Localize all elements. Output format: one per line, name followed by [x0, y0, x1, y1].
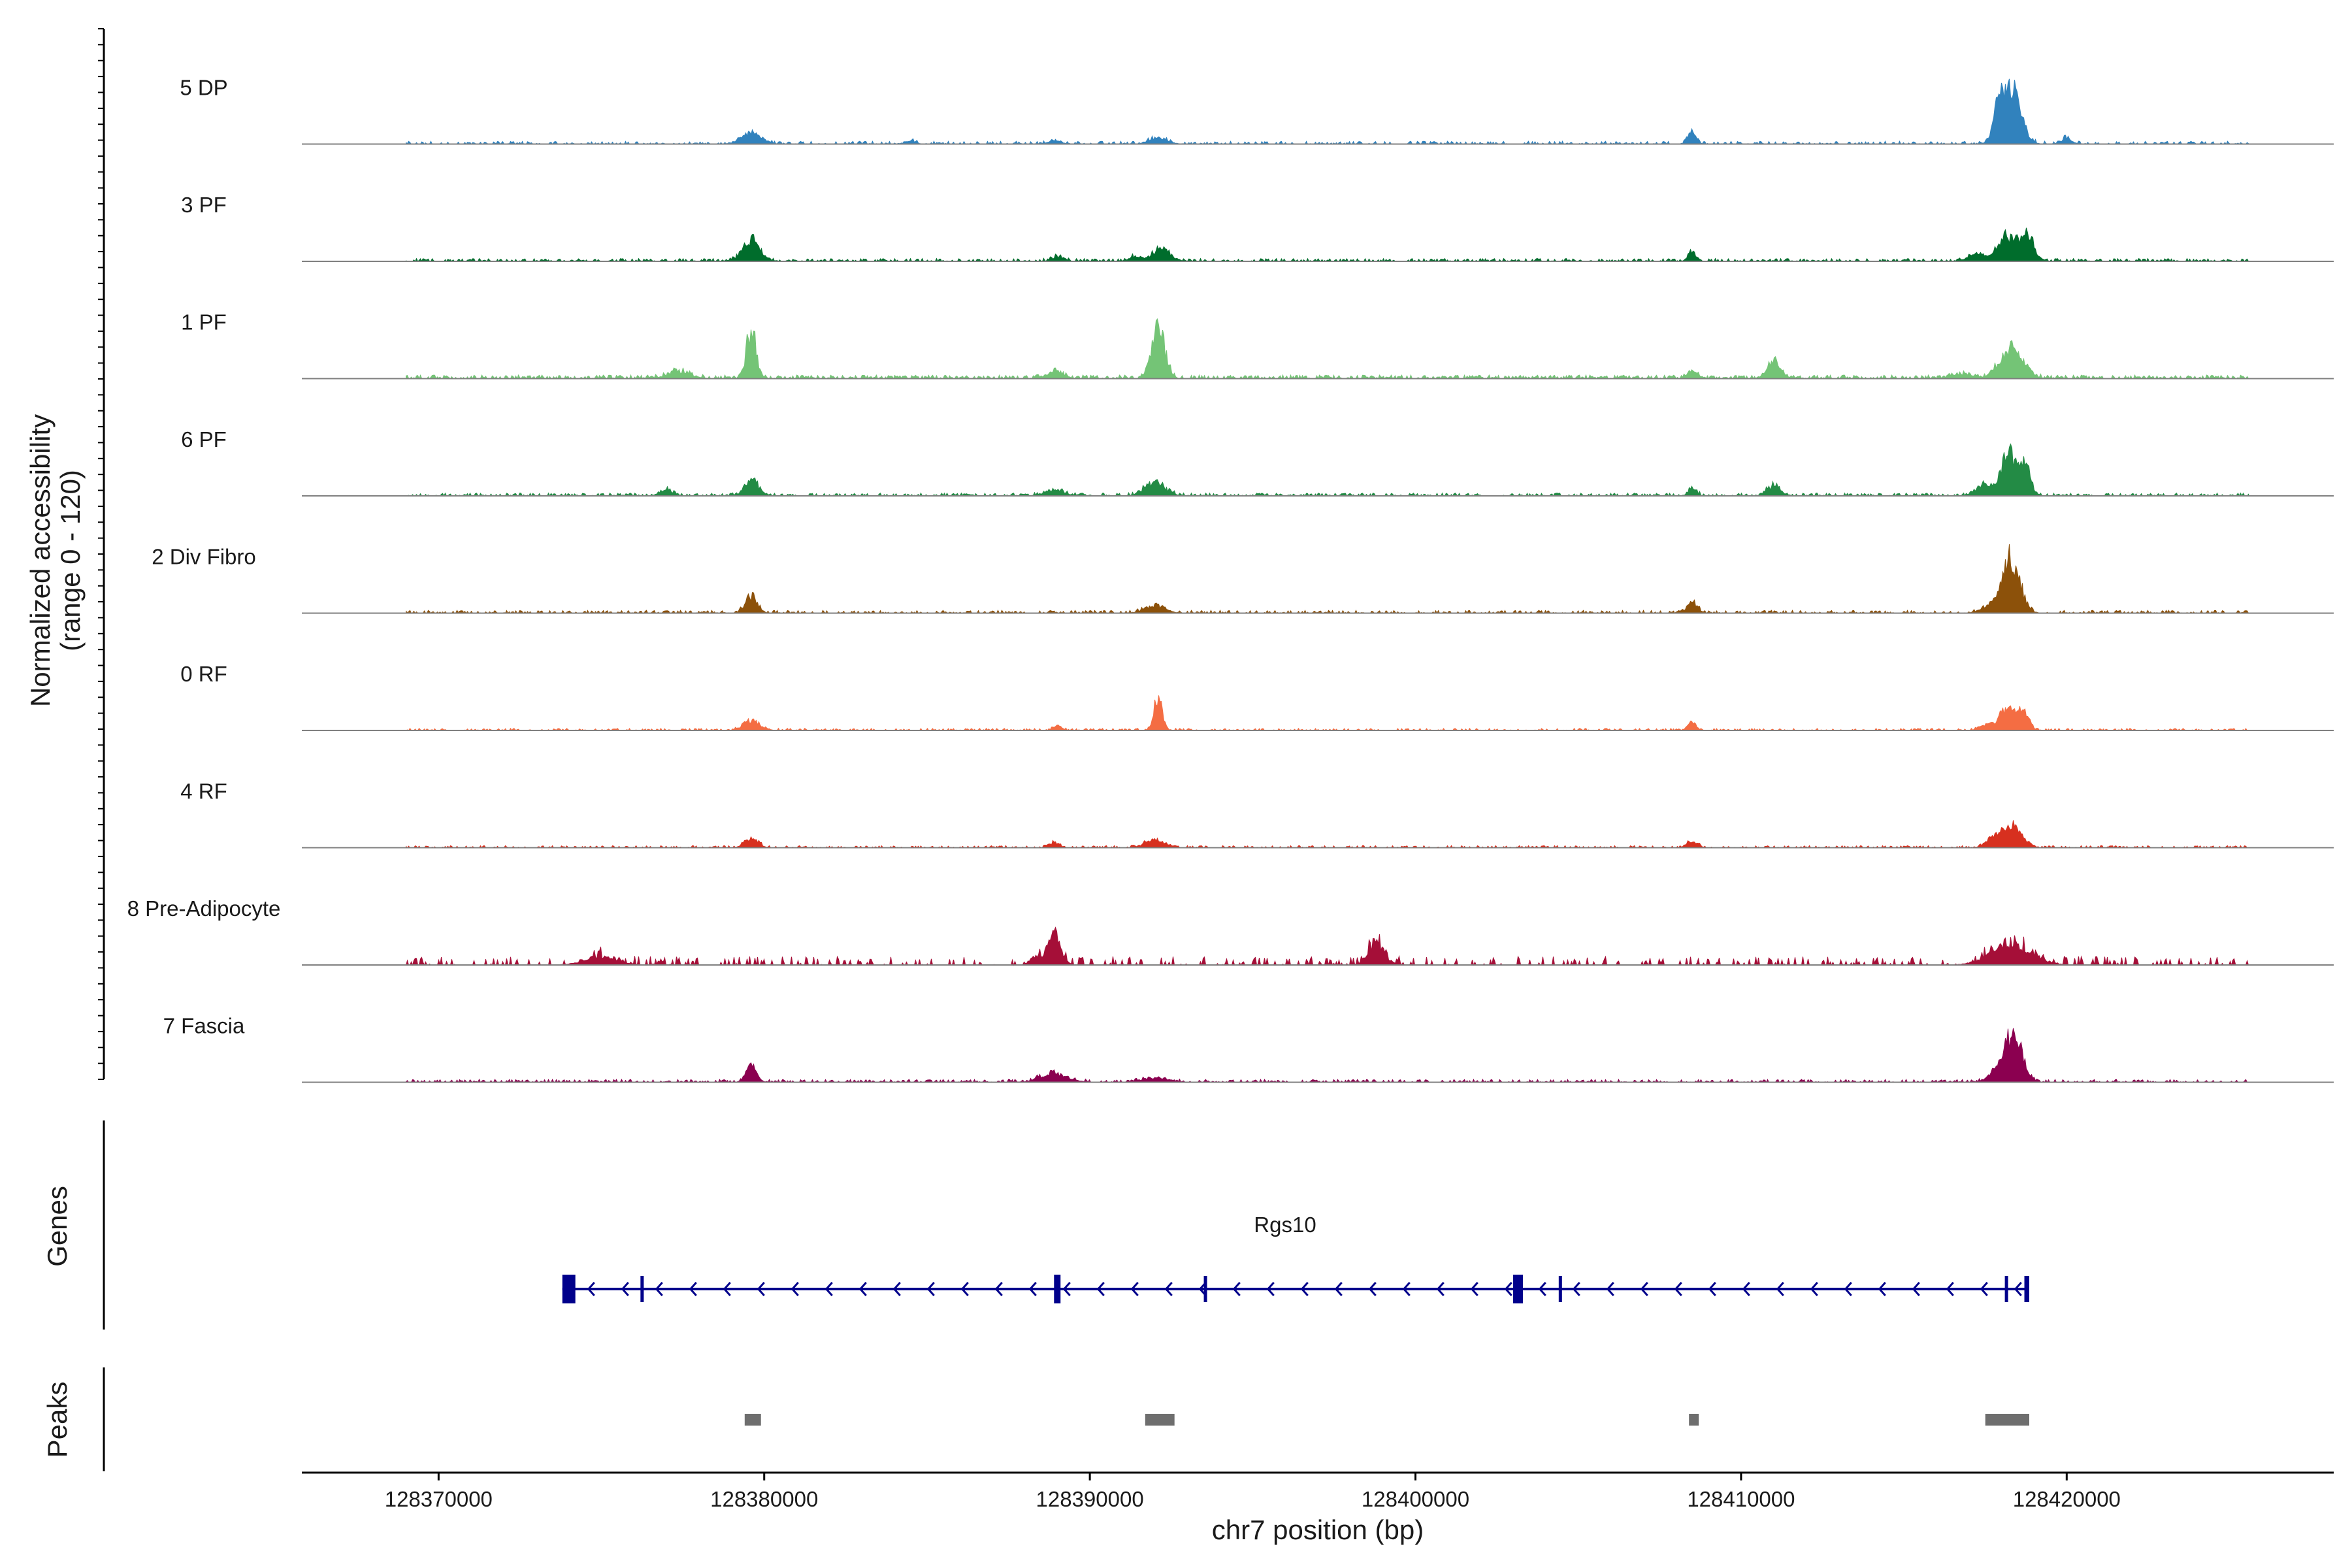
strand-arrow [1810, 1281, 1818, 1297]
coverage-area [406, 78, 2250, 145]
strand-arrow [1300, 1281, 1309, 1297]
gene-exon [640, 1276, 644, 1302]
strand-arrow [1504, 1281, 1512, 1297]
peak-region [1145, 1414, 1175, 1426]
strand-arrow [960, 1281, 969, 1297]
x-tick-label: 128370000 [385, 1487, 493, 1511]
strand-arrow [858, 1281, 867, 1297]
strand-arrow [723, 1281, 731, 1297]
x-tick-label: 128380000 [710, 1487, 818, 1511]
strand-arrow [1436, 1281, 1445, 1297]
y-axis-label-line2: (range 0 - 120) [55, 470, 86, 651]
strand-arrow [1878, 1281, 1886, 1297]
coverage-track: 8 Pre-Adipocyte [127, 896, 2334, 966]
coverage-area [406, 820, 2249, 849]
track-label: 8 Pre-Adipocyte [127, 896, 281, 921]
gene-exon [1513, 1275, 1523, 1303]
strand-arrow [689, 1281, 697, 1297]
genes-track-label: Genes [42, 1186, 73, 1267]
strand-arrow [1640, 1281, 1648, 1297]
coverage-track: 6 PF [181, 427, 2334, 497]
coverage-area [406, 318, 2249, 380]
gene-exon [562, 1275, 576, 1303]
peaks-track-label: Peaks [42, 1382, 73, 1458]
strand-arrow [1096, 1281, 1105, 1297]
strand-arrow [1742, 1281, 1750, 1297]
strand-arrow [1980, 1281, 1988, 1297]
track-label: 4 RF [180, 779, 227, 804]
track-label: 7 Fascia [163, 1014, 245, 1038]
strand-arrow [1402, 1281, 1411, 1297]
strand-arrow [926, 1281, 935, 1297]
strand-arrow [1130, 1281, 1139, 1297]
coverage-area [406, 1028, 2249, 1083]
peak-regions [744, 1414, 2029, 1426]
strand-arrow [791, 1281, 799, 1297]
coverage-area [405, 926, 2249, 966]
strand-arrow [1062, 1281, 1071, 1297]
track-label: 1 PF [181, 310, 227, 335]
accessibility-y-axis [98, 28, 105, 1080]
strand-arrow [1912, 1281, 1920, 1297]
x-tick-label: 128410000 [1687, 1487, 1795, 1511]
coverage-area [406, 695, 2249, 731]
gene-exon [2004, 1276, 2008, 1302]
track-label: 3 PF [181, 193, 227, 217]
x-tick-label: 128420000 [2013, 1487, 2121, 1511]
coverage-area [406, 443, 2250, 497]
track-label: 6 PF [181, 427, 227, 451]
strand-arrow [892, 1281, 901, 1297]
peak-region [1689, 1414, 1699, 1426]
coverage-track: 2 Div Fibro [152, 544, 2334, 614]
strand-arrow [1538, 1281, 1546, 1297]
coverage-area [406, 544, 2249, 614]
strand-arrow [994, 1281, 1003, 1297]
strand-arrow [655, 1281, 663, 1297]
track-label: 5 DP [180, 76, 227, 100]
strand-arrow [621, 1281, 629, 1297]
strand-arrow [1572, 1281, 1580, 1297]
coverage-area [406, 227, 2249, 263]
gene-annotation [562, 1275, 2029, 1303]
peak-region [744, 1414, 761, 1426]
track-label: 2 Div Fibro [152, 545, 256, 569]
strand-arrow [1266, 1281, 1275, 1297]
strand-arrow [1368, 1281, 1377, 1297]
strand-arrow [1334, 1281, 1343, 1297]
coverage-track: 3 PF [181, 193, 2334, 263]
strand-arrow [1776, 1281, 1784, 1297]
gene-exon [2024, 1276, 2029, 1302]
strand-arrow [1844, 1281, 1852, 1297]
strand-arrow [587, 1281, 595, 1297]
coverage-track: 5 DP [180, 76, 2334, 145]
strand-arrow [1946, 1281, 1954, 1297]
coverage-track: 4 RF [180, 779, 2334, 849]
gene-name-label: Rgs10 [1254, 1213, 1316, 1237]
strand-arrow [1028, 1281, 1037, 1297]
x-tick-label: 128400000 [1362, 1487, 1469, 1511]
track-label: 0 RF [180, 662, 227, 686]
strand-arrow [1708, 1281, 1716, 1297]
strand-arrow [1674, 1281, 1682, 1297]
gene-exon [1054, 1275, 1061, 1303]
gene-exon [1558, 1276, 1562, 1302]
x-tick-label: 128390000 [1036, 1487, 1144, 1511]
peak-region [1985, 1414, 2029, 1426]
coverage-track: 0 RF [180, 662, 2334, 731]
strand-arrow [825, 1281, 833, 1297]
coverage-track: 1 PF [181, 310, 2334, 380]
strand-arrow [1164, 1281, 1173, 1297]
strand-arrow [1232, 1281, 1241, 1297]
strand-arrow [1606, 1281, 1614, 1297]
coverage-track: 7 Fascia [163, 1014, 2334, 1083]
x-axis-ticks: 128370000 128380000 128390000 128400000 1284… [385, 1473, 2121, 1511]
x-axis-label: chr7 position (bp) [1212, 1514, 1424, 1545]
y-axis-label-line1: Normalized accessibility [25, 414, 56, 707]
strand-arrow [2014, 1281, 2022, 1297]
coverage-tracks: 5 DP 3 PF 1 PF 6 PF 2 Div Fibro 0 RF 4 RF 8 Pre… [127, 76, 2334, 1083]
strand-arrow [757, 1281, 765, 1297]
gene-exon [1203, 1276, 1207, 1302]
strand-arrow [1470, 1281, 1478, 1297]
